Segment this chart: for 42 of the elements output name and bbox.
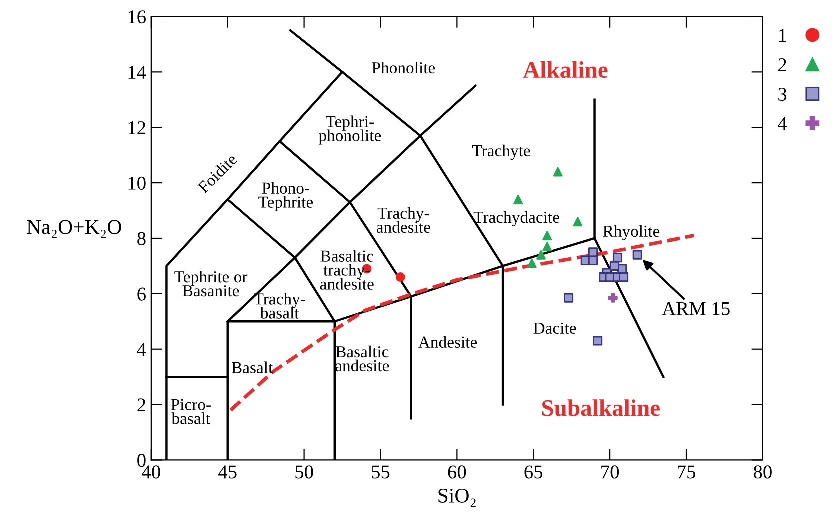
annotation: Basaltic andesite	[336, 346, 390, 372]
annotation: Tephrite or Basanite	[174, 270, 248, 297]
y-tick-label: 12	[128, 121, 146, 134]
annotation: Trachydacite	[474, 211, 560, 227]
y-tick-label: 14	[128, 66, 146, 79]
x-tick-label: 60	[448, 466, 466, 479]
x-tick-label: 40	[142, 466, 160, 479]
x-tick-label: 55	[372, 466, 390, 479]
annotation: Trachy- basalt	[254, 293, 306, 319]
annotation: Phono- Tephrite	[258, 182, 314, 212]
y-tick-label: 8	[138, 232, 146, 246]
annotation: Andesite	[418, 336, 478, 348]
annotation: Phonolite	[372, 62, 436, 74]
annotation: Alkaline	[523, 61, 608, 78]
x-tick-label: 65	[524, 466, 543, 479]
y-tick-label: 10	[128, 176, 146, 190]
legend-label: 1	[779, 29, 786, 42]
annotation: ARM 15	[662, 302, 730, 316]
annotation: Picro- basalt	[171, 399, 211, 424]
annotation: Rhyolite	[603, 225, 660, 241]
annotation: Basaltic trachy- andesite	[320, 250, 374, 290]
x-tick-label: 80	[754, 466, 772, 479]
x-tick-label: 45	[218, 466, 237, 479]
annotation: Subalkaline	[542, 400, 660, 416]
x-tick-label: 75	[678, 466, 696, 479]
x-tick-label: 70	[602, 466, 620, 479]
y-tick-label: 16	[128, 10, 146, 24]
y-axis-title: Na₂O+K₂O	[27, 220, 122, 238]
legend-label: 4	[778, 117, 788, 130]
annotation: Trachy- andesite	[376, 207, 430, 234]
y-tick-label: 4	[137, 343, 146, 356]
annotation: Tephri- phonolite	[318, 116, 382, 145]
annotation: Basalt	[232, 362, 274, 374]
x-tick-label: 50	[296, 466, 314, 479]
annotation: Trachyte	[472, 144, 530, 160]
y-tick-label: 6	[138, 288, 146, 301]
legend-label: 3	[778, 88, 787, 102]
annotation: Dacite	[534, 322, 576, 334]
y-tick-label: 2	[138, 398, 146, 412]
legend-label: 2	[778, 58, 786, 72]
y-tick-label: 0	[138, 454, 146, 468]
x-axis-title: SiO₂	[438, 488, 476, 507]
